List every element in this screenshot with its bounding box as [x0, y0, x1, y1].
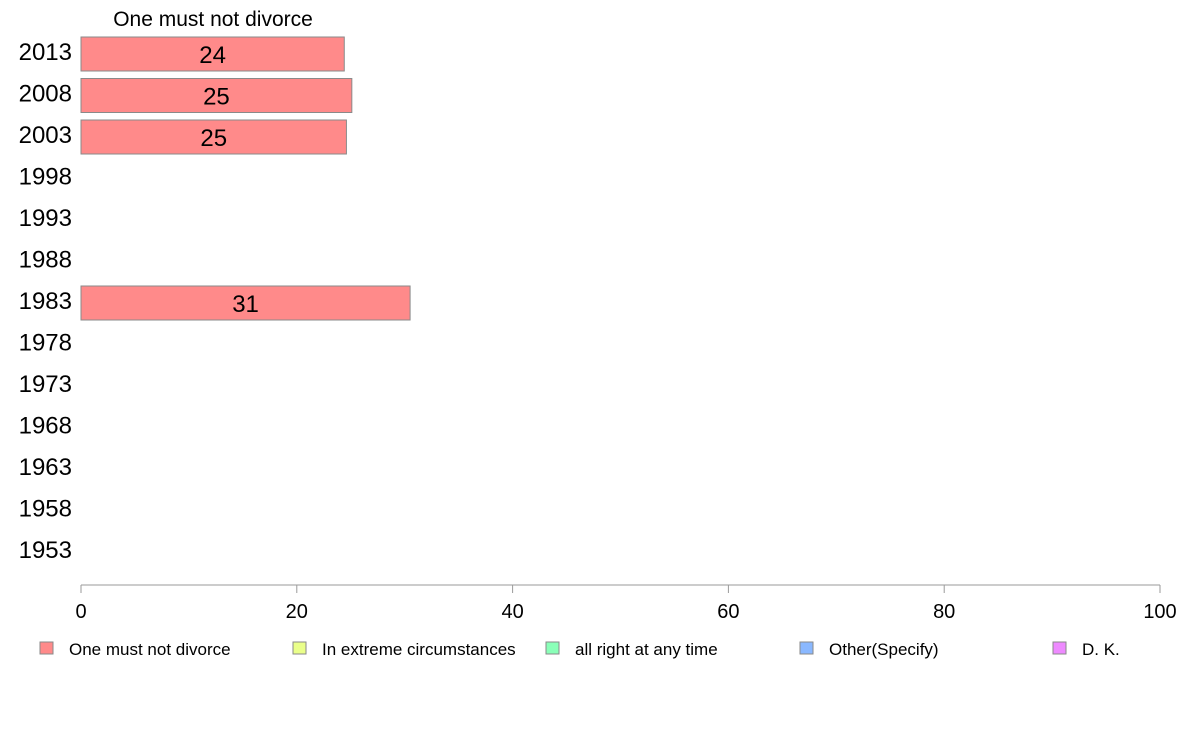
x-tick-label: 100 [1143, 601, 1176, 623]
category-label: 1973 [19, 371, 72, 398]
legend-label: Other(Specify) [829, 640, 939, 659]
data-label: 25 [203, 84, 230, 111]
legend-swatch [1052, 641, 1067, 655]
category-label: 2003 [19, 122, 72, 149]
column-title: One must not divorce [113, 8, 313, 31]
bars-group: 24 25 25 31 [80, 36, 411, 321]
category-label: 1998 [19, 164, 72, 191]
legend-label: In extreme circumstances [322, 640, 516, 659]
legend: One must not divorce In extreme circumsta… [39, 640, 1120, 659]
x-tick-label: 40 [501, 601, 523, 623]
category-label: 1968 [19, 413, 72, 440]
bar [80, 119, 347, 155]
data-label: 31 [232, 291, 259, 318]
category-label: 1993 [19, 205, 72, 232]
legend-label: all right at any time [575, 640, 718, 659]
legend-label: D. K. [1082, 640, 1120, 659]
category-label: 1988 [19, 247, 72, 274]
category-labels: 2013 2008 2003 1998 1993 1988 1983 1978 1973 1968… [19, 39, 72, 564]
data-label: 25 [200, 125, 227, 152]
data-label: 24 [199, 42, 226, 69]
category-label: 1953 [19, 537, 72, 564]
x-tick-label: 20 [286, 601, 308, 623]
legend-swatch [292, 641, 307, 655]
legend-swatch [799, 641, 814, 655]
x-tick-label: 60 [717, 601, 739, 623]
legend-label: One must not divorce [69, 640, 231, 659]
x-axis: 0 20 40 60 80 100 [75, 584, 1177, 623]
x-tick-label: 0 [75, 601, 86, 623]
x-tick-label: 80 [933, 601, 955, 623]
bar [80, 36, 345, 72]
category-label: 1983 [19, 288, 72, 315]
category-label: 1963 [19, 454, 72, 481]
legend-swatch [39, 641, 54, 655]
bar [80, 285, 411, 321]
bar [80, 78, 353, 113]
category-label: 2008 [19, 81, 72, 108]
category-label: 1978 [19, 330, 72, 357]
legend-swatch [545, 641, 560, 655]
category-label: 2013 [19, 39, 72, 66]
category-label: 1958 [19, 496, 72, 523]
